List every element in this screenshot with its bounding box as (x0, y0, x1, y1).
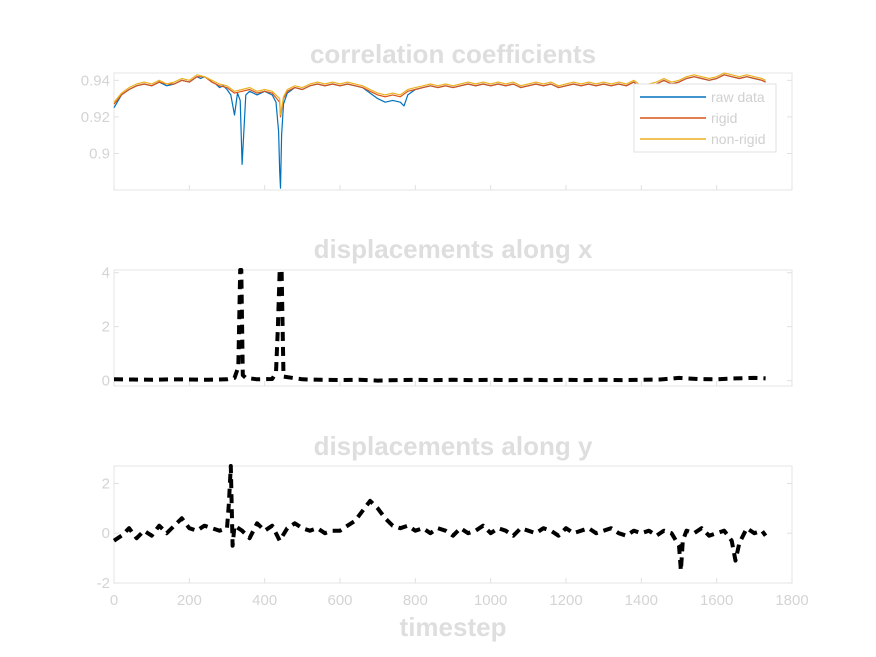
y-ticks-displacement-y: -2 0 2 (97, 475, 792, 592)
x-tick-label: 600 (327, 592, 352, 609)
x-tick-label: 1400 (625, 592, 658, 609)
panel-title-displacement-x: displacements along x (314, 234, 593, 264)
legend-label-raw-data: raw data (711, 89, 765, 105)
y-tick-label: 2 (102, 319, 110, 336)
y-tick-label: 0 (102, 525, 110, 542)
y-ticks-displacement-x: 0 2 4 (102, 265, 793, 390)
x-tick-label: 1200 (549, 592, 582, 609)
panel-displacement-y: displacements along y -202 0 200 400 600 800… (97, 431, 809, 609)
y-tick-label: 0.94 (81, 72, 110, 89)
x-tick-label: 800 (403, 592, 428, 609)
y-tick-label: 0 (102, 373, 110, 390)
series-line-displacement-y-displacement (112, 464, 768, 573)
axes-box-displacement-y (113, 465, 793, 584)
y-tick-label: 2 (102, 475, 110, 492)
y-tick-label: 0.9 (89, 145, 110, 162)
legend-label-rigid: rigid (711, 110, 737, 126)
series-line-displacement-x-displacement (113, 268, 766, 383)
y-tick-label: 4 (102, 265, 110, 282)
x-tick-label: 400 (252, 592, 277, 609)
x-tick-label: 1000 (474, 592, 507, 609)
y-tick-label: 0.92 (81, 109, 110, 126)
x-axis-label: timestep (400, 612, 507, 642)
panel-title-correlation: correlation coefficients (310, 39, 596, 69)
axes-box-correlation (113, 72, 793, 191)
x-tick-label: 0 (110, 592, 118, 609)
panel-title-displacement-y: displacements along y (314, 431, 593, 461)
x-tick-label: 1600 (700, 592, 733, 609)
x-tick-label: 200 (177, 592, 202, 609)
y-ticks-correlation: 0.9 0.92 0.94 (81, 72, 793, 190)
y-tick-label: -2 (97, 575, 110, 592)
series-group-displacement-y (112, 464, 768, 573)
legend: raw data rigid non-rigid (633, 83, 777, 153)
legend-label-non-rigid: non-rigid (711, 131, 765, 147)
panel-displacement-x: displacements along x 0 2 4 (102, 234, 793, 390)
panel-correlation: correlation coefficients 0.9 0.92 0.94 raw… (81, 39, 793, 191)
series-line-correlation-non-rigid (113, 72, 766, 116)
series-group-displacement-x (113, 268, 766, 383)
x-ticks-displacement-y: 0 200 400 600 800 1000 1200 1400 1600 1800 (110, 578, 809, 609)
axes-box-displacement-x (113, 269, 793, 387)
x-tick-label: 1800 (775, 592, 808, 609)
series-line-correlation-rigid (113, 74, 766, 118)
